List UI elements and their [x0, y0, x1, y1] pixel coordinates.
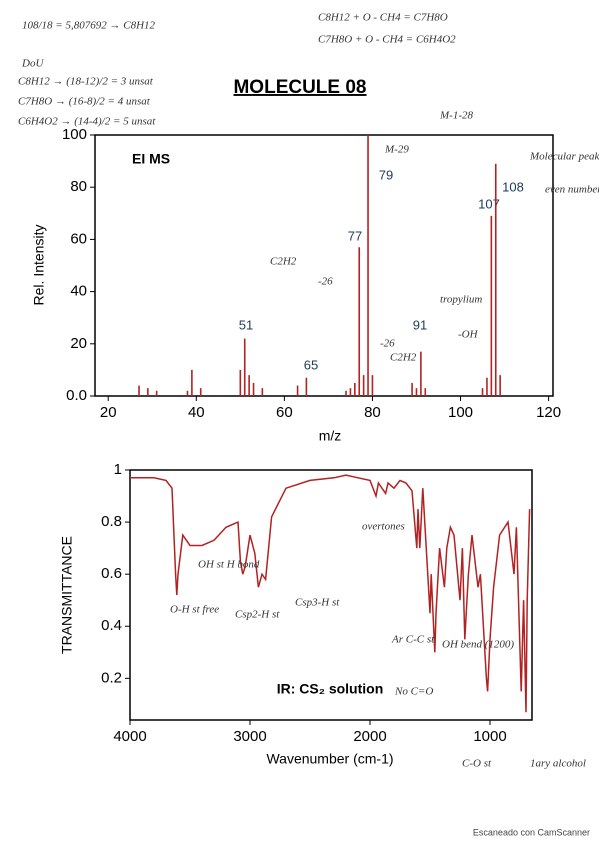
y-tick-label: 0.4	[101, 617, 122, 634]
handwritten-annotation: Csp3-H st	[295, 597, 340, 609]
y-axis-label: Rel. Intensity	[31, 225, 47, 306]
x-tick-label: 2000	[353, 728, 386, 745]
handwritten-annotation: OH st H bond	[198, 559, 260, 571]
y-tick-label: 100	[62, 126, 87, 143]
handwritten-annotation: tropylium	[440, 294, 482, 306]
peak-label: 108	[502, 179, 524, 194]
handwritten-annotation: -26	[318, 276, 333, 288]
x-tick-label: 60	[276, 404, 293, 421]
handwritten-annotation: O-H st free	[170, 604, 219, 616]
handwritten-annotation: Molecular peak	[529, 151, 599, 163]
handwritten-annotation: Csp2-H st	[235, 609, 280, 621]
x-axis-label: Wavenumber (cm-1)	[266, 751, 393, 767]
y-tick-label: 0.8	[101, 513, 122, 530]
y-tick-label: 1	[114, 461, 122, 478]
chart-title: MOLECULE 08	[233, 77, 366, 98]
chart-label: EI MS	[132, 151, 170, 167]
x-tick-label: 80	[364, 404, 381, 421]
handwritten-annotation: M-29	[384, 144, 409, 156]
peak-label: 65	[304, 357, 318, 372]
y-tick-label: 60	[70, 230, 87, 247]
peak-label: 107	[478, 196, 500, 211]
handwritten-annotation: overtones	[362, 521, 405, 533]
plot-frame	[94, 134, 554, 397]
x-tick-label: 100	[448, 404, 473, 421]
handwritten-annotation: 1ary alcohol	[530, 758, 586, 770]
handwritten-note: C7H8O → (16-8)/2 = 4 unsat	[18, 96, 151, 108]
handwritten-note: DoU	[21, 58, 44, 70]
y-tick-label: 0.6	[101, 565, 122, 582]
y-tick-label: 0.0	[66, 387, 87, 404]
handwritten-annotation: C2H2	[390, 352, 417, 364]
x-axis-label: m/z	[319, 428, 342, 444]
handwritten-annotation: -OH	[458, 329, 479, 341]
x-tick-label: 20	[100, 404, 117, 421]
handwritten-annotation: -26	[380, 338, 395, 350]
peak-label: 91	[413, 317, 427, 332]
footer: Escaneado con CamScanner	[473, 827, 590, 837]
y-tick-label: 80	[70, 178, 87, 195]
peak-label: 51	[239, 317, 253, 332]
handwritten-annotation: C2H2	[270, 256, 297, 268]
handwritten-annotation: No C=O	[394, 686, 433, 698]
handwritten-note: C6H4O2 → (14-4)/2 = 5 unsat	[18, 116, 156, 128]
handwritten-annotation: even number	[545, 184, 599, 196]
y-tick-label: 40	[70, 283, 87, 300]
x-tick-label: 3000	[233, 728, 266, 745]
x-tick-label: 120	[536, 404, 561, 421]
y-tick-label: 20	[70, 335, 87, 352]
handwritten-note: C7H8O + O - CH4 = C6H4O2	[318, 34, 456, 46]
spectrum-line	[130, 474, 531, 713]
plot-frame	[129, 469, 533, 721]
handwritten-annotation: Ar C-C st	[391, 634, 435, 646]
x-tick-label: 40	[188, 404, 205, 421]
peak-label: 79	[379, 167, 393, 182]
x-tick-label: 4000	[113, 728, 146, 745]
handwritten-annotation: C-O st	[462, 758, 492, 770]
y-axis-label: TRANSMITTANCE	[59, 536, 75, 654]
handwritten-annotation: OH bend (1200)	[442, 639, 514, 651]
handwritten-note: C8H12 → (18-12)/2 = 3 unsat	[18, 76, 154, 88]
x-tick-label: 1000	[473, 728, 506, 745]
y-tick-label: 0.2	[101, 669, 122, 686]
chart-label: IR: CS₂ solution	[277, 681, 384, 697]
handwritten-annotation: M-1-28	[439, 110, 473, 122]
handwritten-note: C8H12 + O - CH4 = C7H8O	[318, 12, 448, 24]
handwritten-note: 108/18 = 5,807692 → C8H12	[22, 20, 156, 32]
peak-label: 77	[348, 228, 362, 243]
